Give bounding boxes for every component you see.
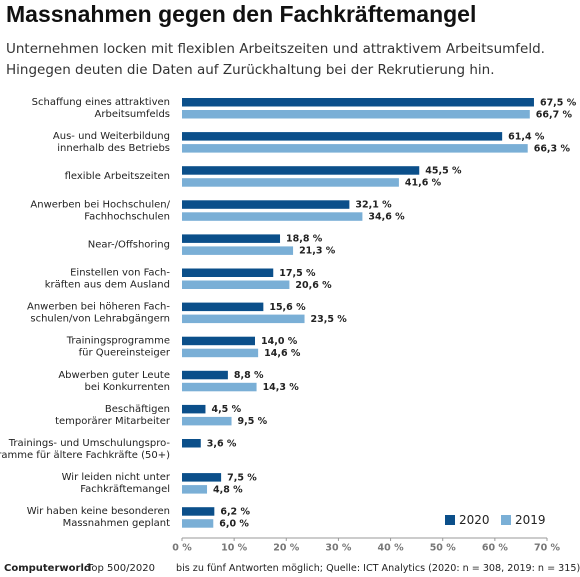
category-label: flexible Arbeitszeiten	[65, 171, 170, 182]
legend-label: 2020	[459, 513, 490, 527]
value-label: 66,7 %	[536, 109, 573, 120]
x-tick-label: 60 %	[482, 543, 509, 554]
value-label: 41,6 %	[405, 177, 442, 188]
value-label: 7,5 %	[227, 472, 257, 483]
category-label: Abwerben guter Leute bei Konkurrenten	[58, 370, 170, 393]
bar	[182, 268, 274, 277]
category-label: Trainings- und Umschulungspro-gramme für…	[0, 438, 170, 461]
category-label: Einstellen von Fach-kräften aus dem Ausl…	[45, 268, 171, 291]
bar	[182, 144, 528, 153]
x-tick-label: 20 %	[273, 543, 300, 554]
value-label: 23,5 %	[311, 314, 348, 325]
value-label: 21,3 %	[299, 246, 336, 257]
category-label: Near-/Offshoring	[88, 239, 170, 250]
value-label: 66,3 %	[534, 143, 571, 154]
value-label: 17,5 %	[279, 268, 316, 279]
footer-source: bis zu fünf Antworten möglich; Quelle: I…	[176, 563, 580, 574]
bar	[182, 178, 399, 187]
x-tick-label: 0 %	[172, 543, 192, 554]
value-label: 9,5 %	[238, 416, 268, 427]
bar	[182, 370, 228, 380]
bar	[182, 314, 305, 324]
bar	[182, 200, 350, 209]
value-label: 8,8 %	[234, 370, 264, 381]
x-tick-label: 30 %	[325, 543, 352, 554]
value-label: 20,6 %	[295, 280, 332, 291]
bar	[182, 382, 257, 392]
value-label: 14,6 %	[264, 348, 301, 359]
subtitle: Hingegen deuten die Daten auf Zurückhalt…	[6, 62, 495, 78]
chart-title: Massnahmen gegen den Fachkräftemangel	[6, 1, 476, 27]
value-label: 67,5 %	[540, 97, 577, 108]
legend-label: 2019	[515, 513, 546, 527]
value-label: 4,8 %	[213, 484, 243, 495]
category-label: Wir haben keine besonderen Massnahmen gep…	[27, 506, 170, 529]
category-label: Schaffung eines attraktiven Arbeitsumfeld…	[32, 97, 170, 120]
bar	[182, 110, 530, 119]
value-label: 18,8 %	[286, 234, 323, 245]
value-label: 32,1 %	[355, 200, 392, 211]
bar	[182, 416, 232, 426]
legend-swatch	[445, 515, 455, 525]
category-label: Beschäftigen temporärer Mitarbeiter	[55, 404, 171, 427]
bar	[182, 234, 281, 243]
legend-swatch	[501, 515, 511, 525]
x-tick-label: 70 %	[534, 543, 561, 554]
bar	[182, 132, 503, 141]
value-label: 4,5 %	[211, 404, 241, 415]
footer-edition: Top 500/2020	[86, 563, 155, 574]
value-label: 3,6 %	[207, 438, 237, 449]
bar	[182, 519, 214, 528]
value-label: 15,6 %	[269, 302, 306, 313]
bar	[182, 98, 534, 107]
bar	[182, 246, 294, 255]
bar	[182, 507, 215, 516]
bar	[182, 348, 259, 358]
value-label: 14,0 %	[261, 336, 298, 347]
bar	[182, 302, 264, 312]
bar	[182, 336, 255, 346]
value-label: 6,0 %	[219, 518, 249, 529]
x-tick-label: 10 %	[221, 543, 248, 554]
value-label: 61,4 %	[508, 131, 545, 142]
subtitle: Unternehmen locken mit flexiblen Arbeits…	[6, 41, 545, 57]
category-label: Anwerben bei höheren Fach-schulen/von Le…	[27, 302, 170, 325]
value-label: 6,2 %	[220, 506, 250, 517]
bar	[182, 439, 201, 448]
value-label: 45,5 %	[425, 165, 462, 176]
x-tick-label: 40 %	[378, 543, 405, 554]
x-tick-label: 50 %	[430, 543, 457, 554]
bar	[182, 485, 208, 494]
bar	[182, 473, 222, 482]
bar	[182, 166, 420, 175]
value-label: 14,3 %	[263, 382, 300, 393]
category-label: Aus- und Weiterbildung innerhalb des Betr…	[53, 131, 170, 154]
footer-brand: Computerworld	[4, 563, 91, 574]
category-label: Anwerben bei Hochschulen/Fachhochschulen	[30, 199, 170, 222]
bar	[182, 212, 363, 221]
category-label: Wir leiden nicht unter Fachkräftemangel	[62, 472, 171, 495]
value-label: 34,6 %	[368, 212, 405, 223]
bar	[182, 404, 206, 414]
bar	[182, 280, 290, 289]
category-label: Trainingsprogramme für Quereinsteiger	[66, 336, 171, 359]
